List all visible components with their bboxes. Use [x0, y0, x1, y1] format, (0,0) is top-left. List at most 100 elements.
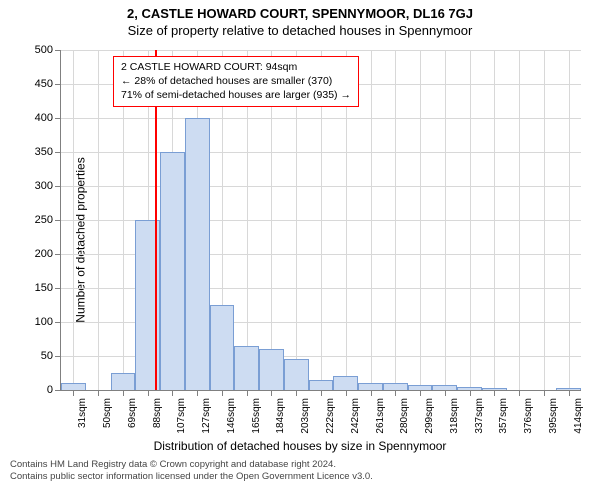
- footer-line1: Contains HM Land Registry data © Crown c…: [10, 459, 592, 471]
- histogram-bar: [408, 385, 433, 390]
- x-tick-label: 69sqm: [127, 398, 138, 428]
- x-tick-label: 88sqm: [152, 398, 163, 428]
- x-tick: [296, 390, 297, 396]
- plot-area: 05010015020025030035040045050031sqm50sqm…: [60, 50, 581, 391]
- page-title-line1: 2, CASTLE HOWARD COURT, SPENNYMOOR, DL16…: [0, 0, 600, 21]
- histogram-bar: [482, 388, 507, 390]
- y-tick: [55, 220, 61, 221]
- x-tick-label: 299sqm: [424, 398, 435, 434]
- callout-box: 2 CASTLE HOWARD COURT: 94sqm← 28% of det…: [113, 56, 359, 107]
- histogram-bar: [556, 388, 581, 390]
- grid-line-v: [98, 50, 99, 390]
- x-tick: [395, 390, 396, 396]
- y-tick-label: 300: [35, 180, 53, 192]
- y-tick: [55, 152, 61, 153]
- grid-line-v: [445, 50, 446, 390]
- grid-line-v: [470, 50, 471, 390]
- x-tick-label: 31sqm: [77, 398, 88, 428]
- y-tick: [55, 390, 61, 391]
- histogram-bar: [333, 376, 358, 390]
- y-tick-label: 0: [47, 384, 53, 396]
- page-title-line2: Size of property relative to detached ho…: [0, 21, 600, 42]
- x-tick-label: 280sqm: [399, 398, 410, 434]
- y-tick-label: 400: [35, 112, 53, 124]
- x-tick: [470, 390, 471, 396]
- y-tick: [55, 288, 61, 289]
- x-tick: [371, 390, 372, 396]
- x-tick-label: 337sqm: [474, 398, 485, 434]
- x-tick: [172, 390, 173, 396]
- x-tick-label: 127sqm: [201, 398, 212, 434]
- x-tick-label: 318sqm: [449, 398, 460, 434]
- y-tick-label: 250: [35, 214, 53, 226]
- histogram-bar: [259, 349, 284, 390]
- x-tick: [346, 390, 347, 396]
- x-tick-label: 107sqm: [176, 398, 187, 434]
- x-tick-label: 261sqm: [375, 398, 386, 434]
- x-tick-label: 165sqm: [251, 398, 262, 434]
- y-tick: [55, 356, 61, 357]
- x-tick: [420, 390, 421, 396]
- x-tick-label: 395sqm: [548, 398, 559, 434]
- histogram-bar: [111, 373, 136, 390]
- grid-line-v: [544, 50, 545, 390]
- histogram-bar: [61, 383, 86, 390]
- callout-line3: 71% of semi-detached houses are larger (…: [121, 88, 351, 102]
- y-tick-label: 150: [35, 282, 53, 294]
- x-tick: [123, 390, 124, 396]
- y-tick-label: 500: [35, 44, 53, 56]
- histogram-bar: [358, 383, 383, 390]
- x-axis-label: Distribution of detached houses by size …: [0, 437, 600, 453]
- histogram-bar: [185, 118, 210, 390]
- x-tick: [247, 390, 248, 396]
- histogram-bar: [210, 305, 235, 390]
- x-tick: [197, 390, 198, 396]
- x-tick: [73, 390, 74, 396]
- grid-line-v: [569, 50, 570, 390]
- x-tick-label: 414sqm: [573, 398, 584, 434]
- x-tick-label: 222sqm: [325, 398, 336, 434]
- grid-line-v: [371, 50, 372, 390]
- histogram-bar: [234, 346, 259, 390]
- footer-line2: Contains public sector information licen…: [10, 471, 592, 483]
- y-tick-label: 50: [41, 350, 53, 362]
- histogram-bar: [284, 359, 309, 390]
- x-tick-label: 184sqm: [275, 398, 286, 434]
- grid-line-v: [494, 50, 495, 390]
- x-tick: [321, 390, 322, 396]
- x-tick-label: 242sqm: [350, 398, 361, 434]
- y-tick: [55, 50, 61, 51]
- y-tick: [55, 84, 61, 85]
- grid-line-v: [73, 50, 74, 390]
- histogram-bar: [432, 385, 457, 390]
- x-tick: [271, 390, 272, 396]
- x-tick: [494, 390, 495, 396]
- x-tick: [519, 390, 520, 396]
- histogram-bar: [457, 387, 482, 390]
- histogram-bar: [383, 383, 408, 390]
- callout-line2: ← 28% of detached houses are smaller (37…: [121, 74, 351, 88]
- x-tick-label: 357sqm: [498, 398, 509, 434]
- x-tick-label: 50sqm: [102, 398, 113, 428]
- y-tick-label: 200: [35, 248, 53, 260]
- x-tick-label: 203sqm: [300, 398, 311, 434]
- x-tick: [445, 390, 446, 396]
- x-tick-label: 376sqm: [523, 398, 534, 434]
- y-tick-label: 100: [35, 316, 53, 328]
- callout-line1: 2 CASTLE HOWARD COURT: 94sqm: [121, 60, 351, 74]
- x-tick: [222, 390, 223, 396]
- histogram-bar: [309, 380, 334, 390]
- x-tick: [569, 390, 570, 396]
- y-tick: [55, 118, 61, 119]
- y-tick: [55, 254, 61, 255]
- grid-line-v: [420, 50, 421, 390]
- x-tick-label: 146sqm: [226, 398, 237, 434]
- y-tick-label: 450: [35, 78, 53, 90]
- y-tick-label: 350: [35, 146, 53, 158]
- y-tick: [55, 322, 61, 323]
- footer: Contains HM Land Registry data © Crown c…: [0, 453, 600, 484]
- grid-line-v: [519, 50, 520, 390]
- x-tick: [148, 390, 149, 396]
- x-tick: [544, 390, 545, 396]
- chart-container: Number of detached properties 0501001502…: [0, 42, 600, 437]
